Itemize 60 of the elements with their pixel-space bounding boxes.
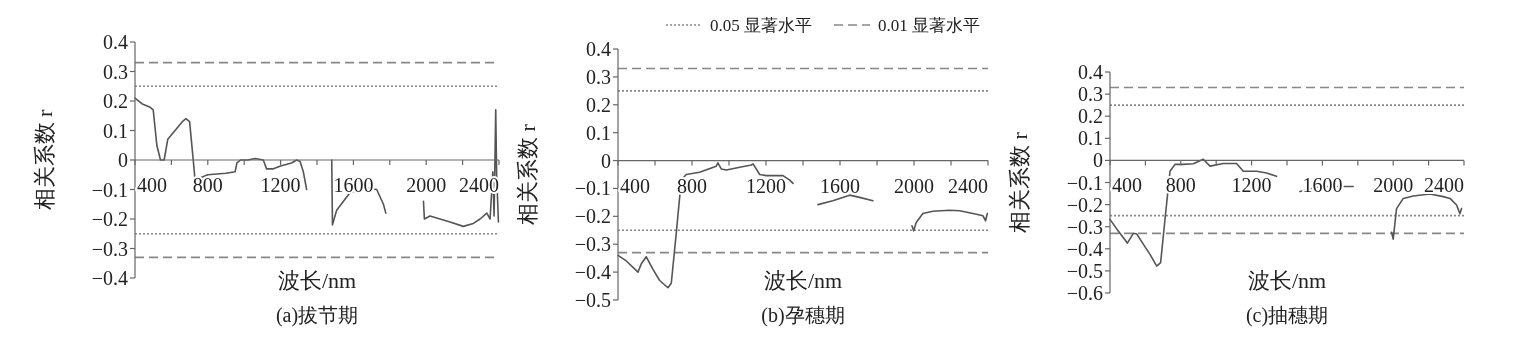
y-tick-label: 0.1	[1078, 127, 1103, 150]
y-tick-label: 0	[1093, 149, 1103, 172]
x-tick-label: 1200	[260, 174, 301, 196]
y-tick-label: 0.1	[103, 119, 128, 142]
legend-label: 0.05 显著水平	[710, 16, 812, 35]
line-series	[1390, 193, 1463, 240]
y-tick-label: 0.1	[586, 121, 611, 144]
y-tick-label: −0.5	[574, 289, 611, 311]
x-tick-label: 400	[137, 174, 167, 196]
line-series	[1109, 158, 1278, 267]
y-tick-label: 0	[118, 149, 128, 171]
y-tick-label: −0.5	[1066, 259, 1103, 282]
y-tick-label: 0	[601, 149, 611, 172]
x-tick-label: 2000	[894, 174, 934, 197]
y-tick-label: −0.6	[1066, 282, 1103, 304]
y-tick-label: 0.4	[1078, 61, 1103, 83]
x-tick-label: 400	[620, 174, 650, 197]
y-tick-label: −0.3	[91, 237, 128, 260]
y-tick-label: −0.3	[1066, 215, 1103, 238]
x-axis-title: 波长/nm	[763, 268, 843, 293]
y-tick-label: −0.4	[574, 261, 611, 284]
x-tick-label: 400	[1112, 174, 1142, 197]
y-tick-label: 0.4	[103, 31, 128, 53]
line-series	[134, 97, 308, 191]
x-axis-title: 波长/nm	[1247, 268, 1327, 293]
x-tick-label: 1600	[333, 174, 374, 196]
y-tick-label: −0.1	[1066, 171, 1103, 194]
x-tick-label: 2000	[1373, 174, 1414, 197]
y-tick-label: −0.2	[574, 205, 611, 228]
y-axis-title: 相关系数 r	[32, 108, 58, 211]
y-tick-label: 0.2	[586, 93, 611, 116]
y-tick-label: −0.4	[91, 267, 128, 289]
text: (c)抽穗期	[1245, 304, 1329, 327]
y-tick-label: 0.4	[586, 38, 611, 60]
y-axis-title: 相关系数 r	[515, 123, 541, 225]
x-axis-title: 波长/nm	[277, 268, 357, 293]
y-tick-label: −0.1	[91, 178, 128, 201]
y-tick-label: −0.1	[574, 177, 611, 200]
x-tick-label: 1200	[1231, 174, 1272, 197]
y-tick-label: 0.3	[1078, 83, 1103, 106]
x-tick-label: 800	[192, 174, 223, 196]
y-tick-label: 0.3	[103, 60, 128, 83]
y-tick-label: 0.2	[103, 90, 128, 112]
y-tick-label: −0.3	[574, 233, 611, 256]
x-tick-label: 2400	[948, 174, 988, 197]
line-series	[911, 209, 989, 232]
y-tick-label: 0.2	[1078, 105, 1103, 128]
x-tick-label: 2400	[1424, 174, 1464, 197]
x-tick-label: 1200	[746, 174, 786, 197]
y-tick-label: −0.2	[91, 208, 128, 230]
x-tick-label: 1600	[820, 174, 860, 197]
y-tick-label: −0.4	[1066, 237, 1103, 260]
x-tick-label: 2000	[406, 174, 447, 196]
y-axis-title: 相关系数 r	[1007, 131, 1033, 233]
legend-label: 0.01 显著水平	[878, 16, 980, 35]
line-series	[817, 194, 874, 206]
y-tick-label: −0.2	[1066, 193, 1103, 216]
text: (a)拔节期	[275, 304, 359, 327]
y-tick-label: 0.3	[586, 65, 611, 88]
text: (b)孕穗期	[761, 304, 845, 327]
